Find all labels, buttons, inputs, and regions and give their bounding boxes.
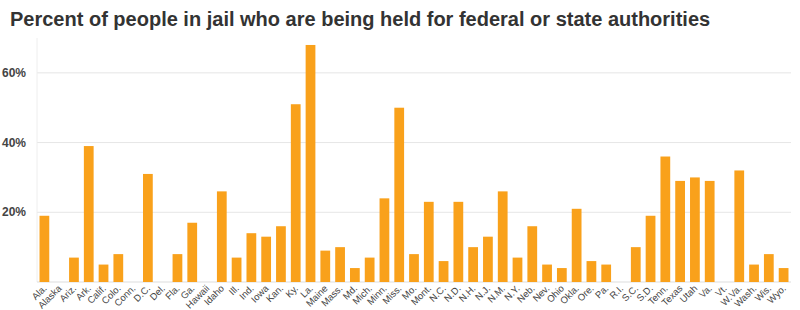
grid-line xyxy=(37,72,791,73)
bar xyxy=(779,268,789,282)
bar xyxy=(660,157,670,282)
bar xyxy=(69,258,79,282)
bar xyxy=(705,181,715,282)
bar xyxy=(173,254,183,282)
x-tick-label: Va. xyxy=(697,283,714,300)
x-tick-label: Kan. xyxy=(264,283,286,305)
bars xyxy=(40,45,789,282)
bar xyxy=(84,146,94,282)
bar xyxy=(128,282,138,283)
bar xyxy=(394,108,404,282)
bar xyxy=(646,216,656,282)
chart: Percent of people in jail who are being … xyxy=(0,0,800,310)
bar xyxy=(527,226,537,282)
bar xyxy=(365,258,375,282)
bar xyxy=(424,202,434,282)
bar xyxy=(572,209,582,282)
bar xyxy=(587,261,597,282)
bar xyxy=(320,251,330,282)
title: Percent of people in jail who are being … xyxy=(10,8,710,30)
bar xyxy=(143,174,153,282)
bar xyxy=(409,254,419,282)
y-axis xyxy=(37,38,38,282)
bar xyxy=(734,170,744,282)
grid-line xyxy=(37,142,791,143)
bar xyxy=(276,226,286,282)
x-tick-label: Idaho xyxy=(202,283,227,308)
bar xyxy=(439,261,449,282)
bar xyxy=(246,233,256,282)
bar xyxy=(631,247,641,282)
bar xyxy=(217,191,227,282)
bar xyxy=(601,265,611,282)
bar xyxy=(113,254,123,282)
y-tick-label: 40% xyxy=(2,136,26,150)
bar xyxy=(99,265,109,282)
bar xyxy=(158,282,168,283)
bar xyxy=(232,258,242,282)
bar xyxy=(764,254,774,282)
bar xyxy=(291,104,301,282)
bar xyxy=(468,247,478,282)
bar xyxy=(350,268,360,282)
y-tick-label: 20% xyxy=(2,205,26,219)
bar xyxy=(513,258,523,282)
bar xyxy=(40,216,50,282)
bar xyxy=(335,247,345,282)
bar xyxy=(542,265,552,282)
bar xyxy=(720,282,730,283)
bar xyxy=(453,202,463,282)
bar xyxy=(306,45,316,282)
bar xyxy=(498,191,508,282)
bar xyxy=(675,181,685,282)
x-tick-label: Utah xyxy=(677,283,699,305)
bar xyxy=(616,282,626,283)
bar xyxy=(749,265,759,282)
bar xyxy=(187,223,197,282)
bar xyxy=(54,282,64,283)
bar xyxy=(202,282,212,283)
y-tick-label: 60% xyxy=(2,66,26,80)
bar xyxy=(557,268,567,282)
bar xyxy=(483,237,493,282)
bar xyxy=(690,177,700,282)
x-tick-label: Wyo. xyxy=(765,283,788,306)
bar xyxy=(380,198,390,282)
bar xyxy=(261,237,271,282)
